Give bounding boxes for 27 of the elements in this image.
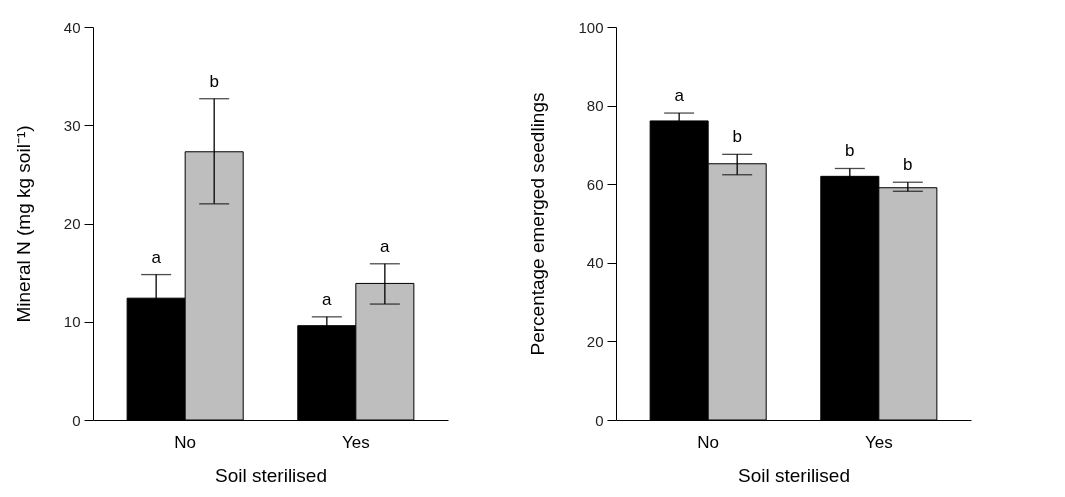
annotation: a — [151, 247, 162, 267]
y-tick-label: 0 — [595, 411, 604, 429]
y-tick-label: 0 — [72, 411, 81, 429]
y-tick-label: 10 — [63, 313, 81, 331]
annotation: b — [903, 155, 913, 175]
x-tick-label: No — [174, 432, 197, 452]
x-axis-title: Soil sterilised — [738, 464, 850, 486]
x-tick-label: No — [697, 432, 720, 452]
y-tick-label: 40 — [63, 18, 81, 36]
y-tick-label: 20 — [63, 215, 81, 232]
y-axis-title: Mineral N (mg kg soil⁻¹) — [12, 125, 34, 323]
annotation: a — [322, 289, 333, 309]
y-tick-label: 20 — [586, 332, 604, 350]
annotation: b — [845, 141, 855, 161]
y-tick-label: 30 — [63, 116, 81, 134]
annotation: b — [732, 127, 742, 147]
x-tick-label: Yes — [341, 432, 370, 452]
y-tick-label: 100 — [578, 18, 604, 36]
annotation: a — [674, 86, 685, 106]
y-tick-label: 60 — [586, 175, 604, 193]
annotation: b — [209, 71, 219, 91]
y-tick-label: 80 — [586, 97, 604, 115]
annotation: a — [380, 236, 391, 256]
y-tick-label: 40 — [586, 254, 604, 272]
y-axis-title: Percentage emerged seedlings — [527, 92, 549, 356]
x-axis-title: Soil sterilised — [215, 464, 327, 486]
x-tick-label: Yes — [864, 432, 893, 452]
